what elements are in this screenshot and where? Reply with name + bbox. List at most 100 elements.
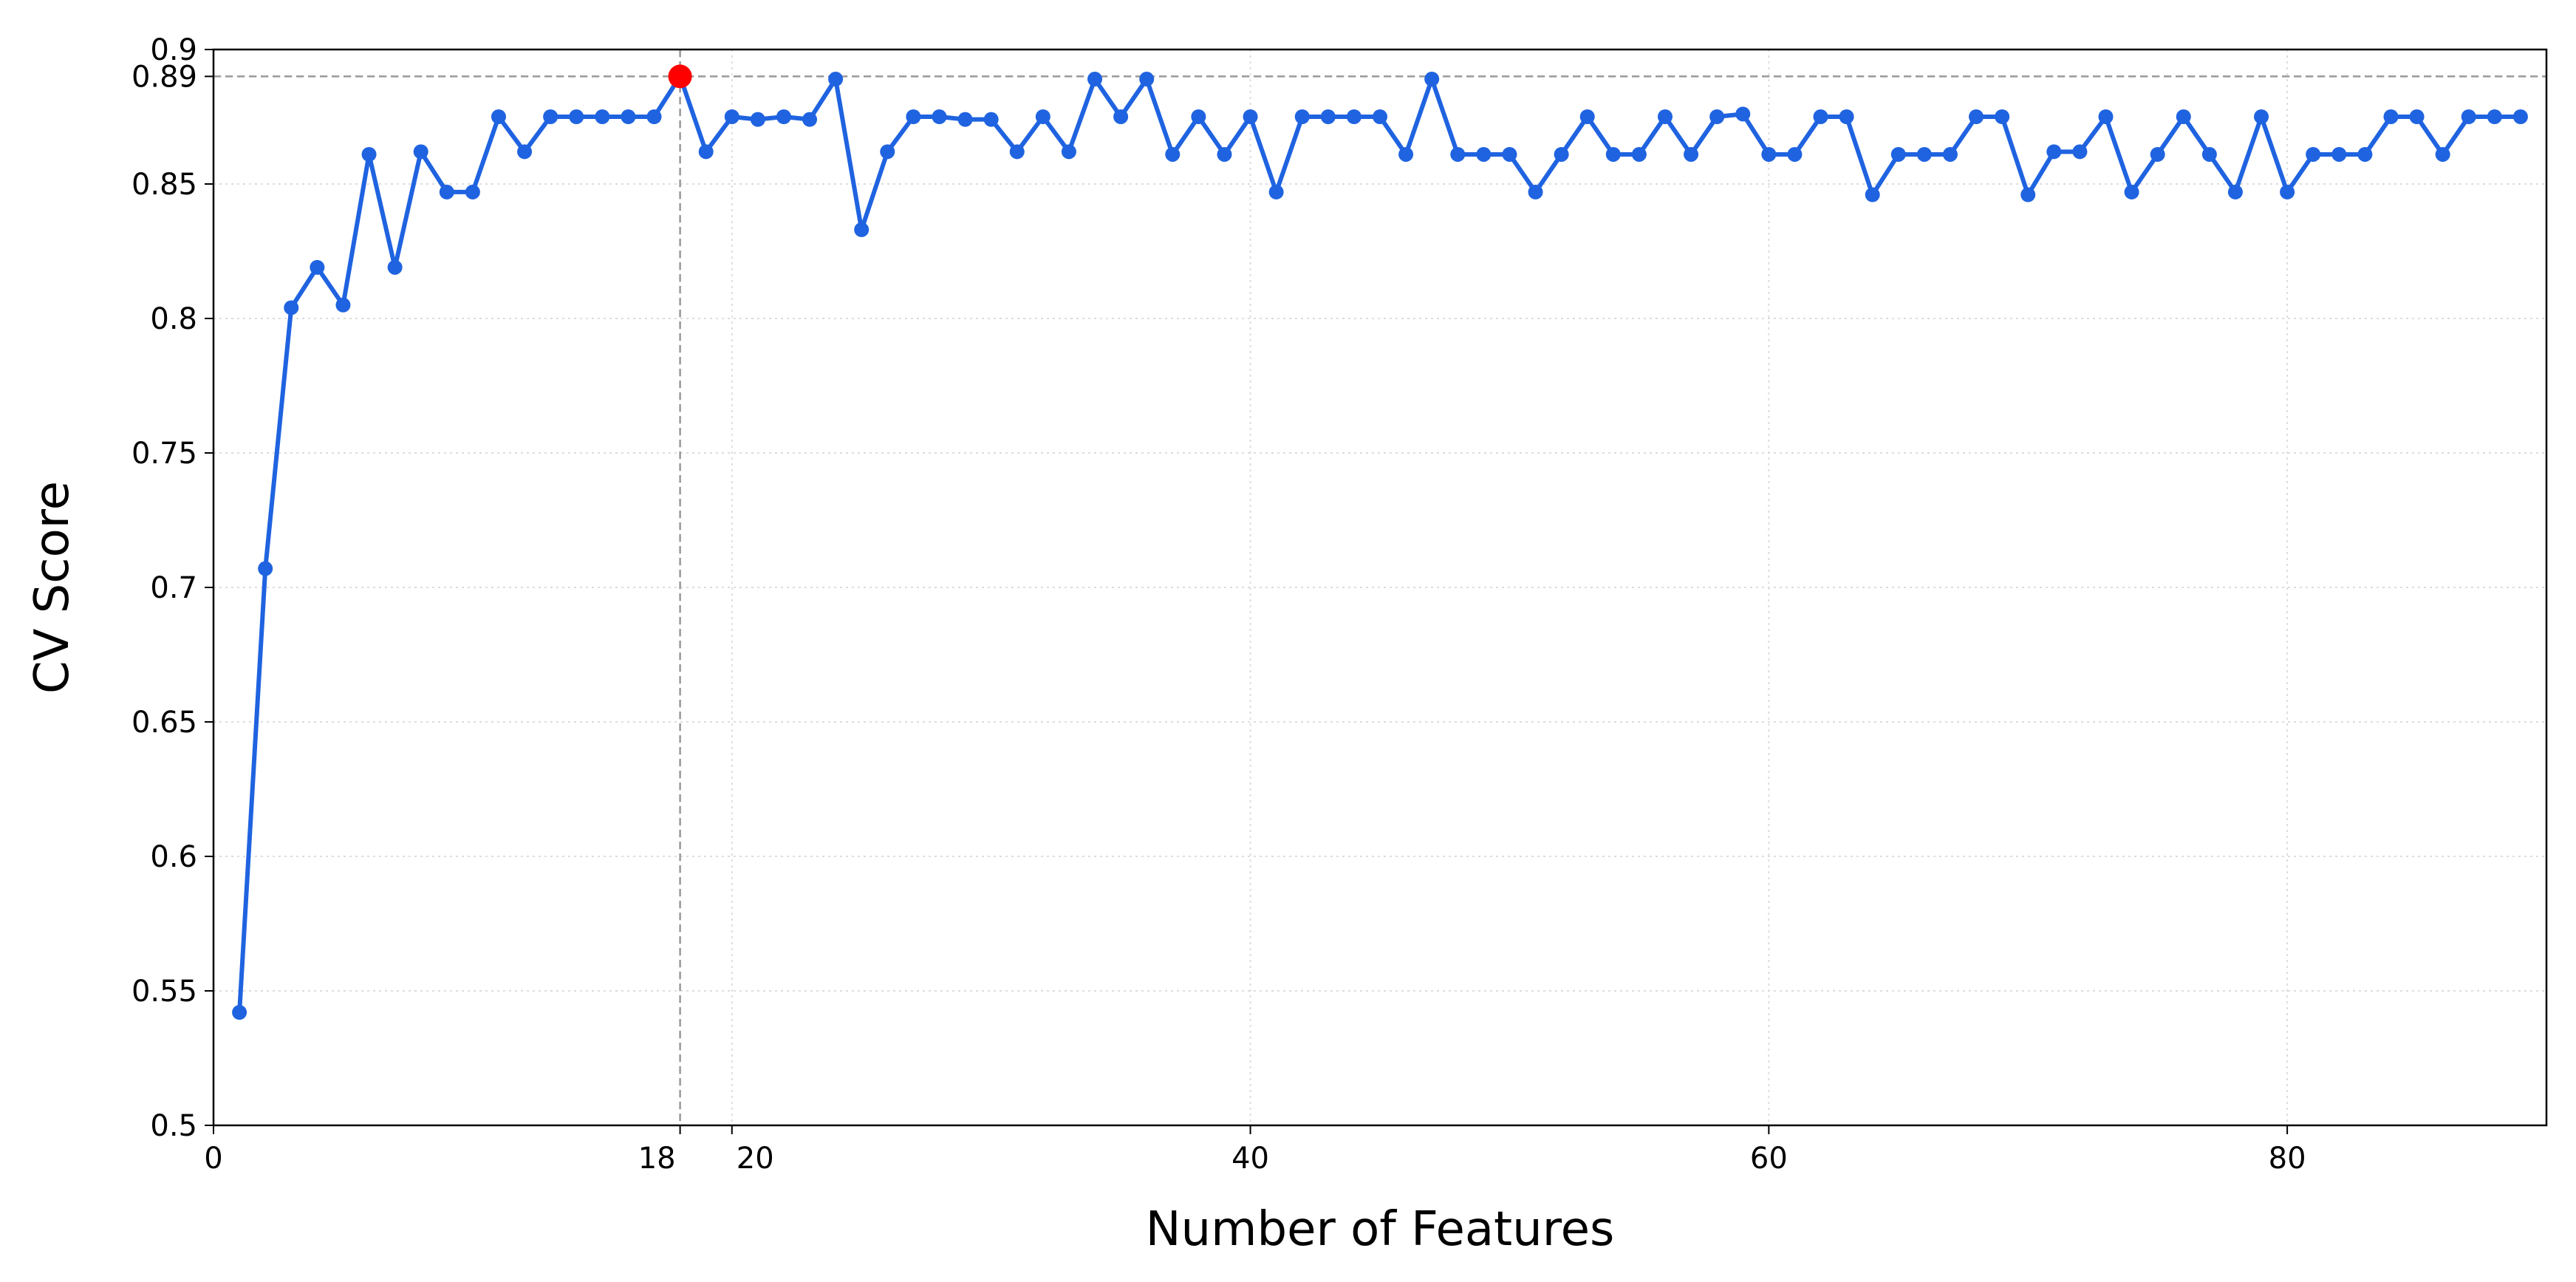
y-tick-label: 0.55 (131, 975, 197, 1009)
point (1450, 146, 1466, 162)
point (2046, 144, 2062, 160)
point (1424, 72, 1440, 87)
x-tick-label: 20 (737, 1142, 774, 1176)
point (2201, 146, 2217, 162)
point (802, 112, 818, 127)
point (1502, 146, 1517, 162)
point (646, 109, 662, 124)
point (1087, 72, 1103, 87)
best-point (668, 64, 692, 89)
x-tick-label: 40 (1231, 1142, 1269, 1176)
point (569, 109, 584, 124)
point (854, 222, 870, 237)
point (1035, 109, 1050, 124)
y-tick-label: 0.5 (150, 1109, 197, 1143)
point (543, 109, 558, 124)
point (2072, 144, 2088, 160)
y-tick-label: 0.89 (131, 60, 197, 94)
y-tick-label: 0.85 (131, 168, 197, 202)
point (1528, 184, 1543, 200)
point (413, 144, 428, 160)
point (1476, 146, 1492, 162)
point (1942, 146, 1958, 162)
point (1009, 144, 1025, 160)
point (1243, 109, 1258, 124)
point (1839, 109, 1854, 124)
point (1995, 109, 2010, 124)
point (2306, 146, 2321, 162)
y-tick-label: 0.9 (150, 33, 197, 67)
x-axis-label: Number of Features (1146, 1202, 1615, 1257)
point (828, 72, 844, 87)
point (1787, 146, 1803, 162)
point (595, 109, 610, 124)
point (1139, 72, 1155, 87)
point (1579, 109, 1595, 124)
point (1684, 146, 1699, 162)
point (258, 561, 273, 576)
point (698, 144, 714, 160)
point (1865, 187, 1880, 202)
point (2383, 109, 2399, 124)
point (387, 259, 403, 275)
point (1373, 109, 1387, 124)
point (335, 297, 351, 313)
point (957, 112, 973, 127)
y-tick-label: 0.75 (131, 437, 197, 471)
point (1631, 146, 1647, 162)
point (465, 184, 480, 200)
point (2331, 146, 2347, 162)
point (1657, 109, 1673, 124)
point (2487, 109, 2502, 124)
point (1320, 109, 1336, 124)
point (2280, 184, 2295, 200)
point (2098, 109, 2114, 124)
point (1605, 146, 1621, 162)
point (2124, 184, 2139, 200)
point (284, 300, 299, 316)
point (1398, 146, 1414, 162)
point (491, 109, 506, 124)
point (1191, 109, 1206, 124)
point (1165, 146, 1181, 162)
point (1813, 109, 1828, 124)
point (1268, 184, 1284, 200)
point (983, 112, 999, 127)
y-tick-label: 0.65 (131, 706, 197, 740)
point (1294, 109, 1310, 124)
point (2020, 187, 2036, 202)
y-tick-label: 0.7 (150, 571, 197, 605)
point (1735, 106, 1751, 122)
line (237, 74, 2521, 1013)
point (1890, 146, 1906, 162)
point (361, 146, 377, 162)
point (2227, 184, 2243, 200)
x-tick-label: 60 (1750, 1142, 1788, 1176)
point (880, 144, 895, 160)
point (724, 109, 739, 124)
point (439, 184, 454, 200)
point (750, 112, 765, 127)
point (906, 109, 921, 124)
point (2461, 109, 2476, 124)
point (1761, 146, 1777, 162)
point (1554, 146, 1569, 162)
y-axis-label: CV Score (25, 481, 80, 694)
point (1916, 146, 1932, 162)
point (1346, 109, 1362, 124)
y-tick-label: 0.6 (150, 840, 197, 874)
y-tick-label: 0.8 (150, 302, 197, 336)
point (517, 144, 533, 160)
plot-frame (212, 48, 2548, 1127)
point (621, 109, 636, 124)
x-tick-label: 18 (638, 1142, 676, 1176)
point (310, 259, 325, 275)
point (2150, 146, 2165, 162)
point (2357, 146, 2373, 162)
point (2254, 109, 2269, 124)
point (1113, 109, 1129, 124)
point (1217, 146, 1232, 162)
x-tick-label: 80 (2269, 1142, 2306, 1176)
point (232, 1005, 247, 1020)
